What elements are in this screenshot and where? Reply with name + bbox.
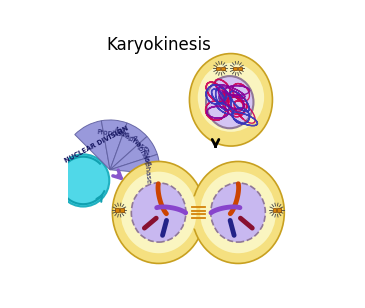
Wedge shape [101,120,127,170]
Text: Telophase: Telophase [142,148,151,184]
Text: Anaphase: Anaphase [130,135,153,168]
Ellipse shape [206,76,253,128]
Ellipse shape [192,161,284,263]
Ellipse shape [200,172,276,253]
Text: NUCLEAR DIVISION: NUCLEAR DIVISION [64,125,130,164]
Ellipse shape [112,161,205,263]
Ellipse shape [131,183,186,242]
Ellipse shape [198,63,264,132]
FancyBboxPatch shape [221,67,225,70]
Wedge shape [110,154,160,174]
FancyBboxPatch shape [273,209,276,212]
FancyBboxPatch shape [216,67,220,70]
Ellipse shape [219,91,229,103]
Ellipse shape [121,172,196,253]
FancyBboxPatch shape [277,209,281,212]
Wedge shape [110,123,147,170]
Ellipse shape [57,154,109,207]
FancyBboxPatch shape [115,209,119,212]
FancyBboxPatch shape [238,67,242,70]
Ellipse shape [211,183,265,242]
Text: Metaphase: Metaphase [112,126,149,153]
Ellipse shape [189,54,272,146]
Text: Karyokinesis: Karyokinesis [106,36,211,54]
Wedge shape [110,136,157,170]
Ellipse shape [182,196,215,229]
FancyBboxPatch shape [233,67,237,70]
FancyBboxPatch shape [120,209,124,212]
Wedge shape [75,121,110,170]
Text: Prophase: Prophase [96,129,130,138]
